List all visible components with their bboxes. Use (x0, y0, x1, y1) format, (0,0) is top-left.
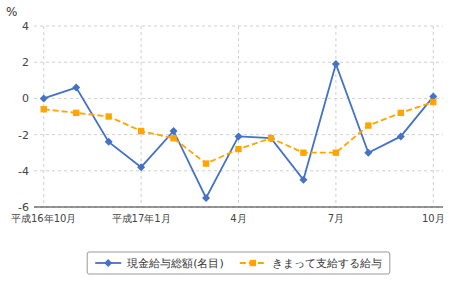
point-marker (299, 176, 307, 184)
y-tick-label: 4 (22, 20, 29, 33)
point-marker (430, 99, 436, 105)
legend-item: 現金給与総額(名目) (95, 257, 224, 270)
plot-area (40, 60, 438, 202)
point-marker (41, 106, 47, 112)
x-grid-line (433, 26, 434, 207)
point-marker (73, 110, 79, 116)
point-marker (397, 132, 405, 140)
y-tick-label: 2 (22, 56, 29, 69)
x-tick-label: 7月 (328, 213, 344, 224)
point-marker (72, 84, 80, 92)
legend-label: きまって支給する給与 (272, 257, 382, 270)
point-marker (105, 113, 111, 119)
chart: -6-4-2024平成16年10月平成17年1月4月7月10月%現金給与総額(名… (0, 0, 453, 285)
axes: -6-4-2024平成16年10月平成17年1月4月7月10月 (11, 20, 445, 224)
point-marker (332, 60, 340, 68)
x-grid-line (238, 26, 239, 207)
point-marker (300, 150, 306, 156)
point-marker (203, 160, 209, 166)
series-line (44, 64, 434, 198)
x-axis-line (34, 207, 443, 208)
x-tick-label: 10月 (422, 213, 445, 224)
legend: 現金給与総額(名目) きまって支給する給与 (87, 252, 390, 274)
point-marker (40, 94, 48, 102)
x-grid-line (141, 26, 142, 207)
y-grid-line (34, 207, 443, 208)
point-marker (235, 132, 243, 140)
point-marker (138, 128, 144, 134)
legend-marker (250, 260, 256, 266)
x-tick-label: 平成16年10月 (11, 213, 76, 224)
grid (34, 26, 443, 207)
point-marker (365, 122, 371, 128)
x-tick-label: 4月 (230, 213, 246, 224)
x-grid-line (335, 26, 336, 207)
series-line (44, 102, 434, 164)
point-marker (170, 127, 178, 135)
legend-box (87, 252, 390, 274)
y-tick-label: 0 (22, 92, 29, 105)
point-marker (398, 110, 404, 116)
point-marker (105, 138, 113, 146)
y-axis-label: % (6, 5, 17, 19)
point-marker (202, 194, 210, 202)
point-marker (235, 146, 241, 152)
x-tick-label: 平成17年1月 (112, 213, 171, 224)
point-marker (364, 149, 372, 157)
point-marker (170, 135, 176, 141)
point-marker (267, 134, 275, 142)
x-grid-line (43, 26, 44, 207)
y-tick-label: -2 (18, 129, 29, 142)
legend-item: きまって支給する給与 (240, 257, 382, 270)
legend-marker (104, 259, 112, 267)
point-marker (137, 163, 145, 171)
point-marker (268, 135, 274, 141)
point-marker (333, 150, 339, 156)
legend-label: 現金給与総額(名目) (127, 257, 224, 270)
y-tick-label: -4 (18, 165, 29, 178)
